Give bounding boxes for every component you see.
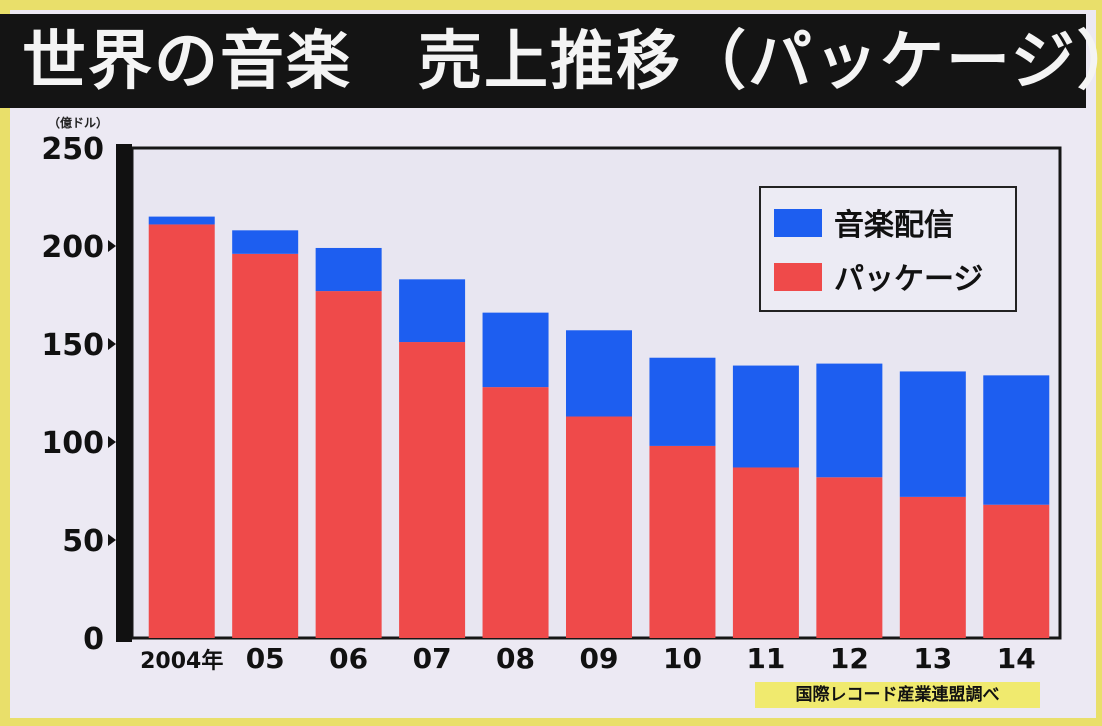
bar-digital-8	[816, 363, 883, 478]
bar-digital-0	[148, 216, 215, 225]
y-tick-label-0: 0	[83, 622, 104, 657]
y-tick-marker-50	[108, 534, 116, 546]
x-tick-label-4: 08	[496, 642, 535, 675]
legend-label-0: 音楽配信	[834, 208, 954, 243]
x-tick-label-8: 12	[830, 642, 869, 675]
bar-package-10	[983, 504, 1050, 638]
x-tick-label-10: 14	[997, 642, 1036, 675]
y-tick-label-250: 250	[41, 132, 104, 167]
y-tick-marker-150	[108, 338, 116, 350]
y-tick-label-50: 50	[62, 524, 104, 559]
x-tick-label-1: 05	[246, 642, 285, 675]
bar-digital-7	[732, 365, 799, 468]
bar-package-6	[649, 445, 716, 638]
bar-digital-3	[399, 279, 466, 343]
y-tick-marker-100	[108, 436, 116, 448]
legend-swatch-1	[774, 263, 822, 291]
bar-digital-5	[566, 330, 632, 417]
bar-digital-10	[983, 375, 1050, 505]
x-tick-label-7: 11	[746, 642, 785, 675]
bar-digital-6	[649, 357, 716, 446]
bar-digital-2	[315, 247, 382, 292]
bar-package-3	[399, 342, 466, 638]
y-tick-label-150: 150	[41, 328, 104, 363]
x-tick-label-0: 2004年	[140, 648, 223, 674]
chart-title: 世界の音楽 売上推移（パッケージ）	[22, 25, 1102, 99]
y-axis-unit-label: （億ドル）	[48, 116, 109, 130]
bar-digital-1	[232, 230, 299, 254]
bar-package-7	[732, 467, 799, 638]
x-tick-label-6: 10	[663, 642, 702, 675]
x-tick-label-2: 06	[329, 642, 368, 675]
source-caption: 国際レコード産業連盟調べ	[755, 682, 1040, 708]
legend-swatch-0	[774, 209, 822, 237]
y-tick-marker-200	[108, 240, 116, 252]
bar-digital-4	[482, 312, 549, 388]
bar-package-8	[816, 477, 883, 638]
x-tick-label-5: 09	[580, 642, 619, 675]
bar-package-0	[148, 224, 215, 638]
legend-label-1: パッケージ	[834, 262, 983, 297]
bar-package-5	[566, 416, 632, 638]
bar-package-9	[899, 496, 966, 638]
bar-package-2	[315, 291, 382, 638]
y-tick-label-200: 200	[41, 230, 104, 265]
bar-package-4	[482, 387, 549, 638]
x-tick-label-3: 07	[413, 642, 452, 675]
bar-digital-9	[899, 371, 966, 497]
y-tick-label-100: 100	[41, 426, 104, 461]
bar-package-1	[232, 253, 299, 638]
title-bar: 世界の音楽 売上推移（パッケージ）	[0, 14, 1102, 108]
x-tick-label-9: 13	[913, 642, 952, 675]
